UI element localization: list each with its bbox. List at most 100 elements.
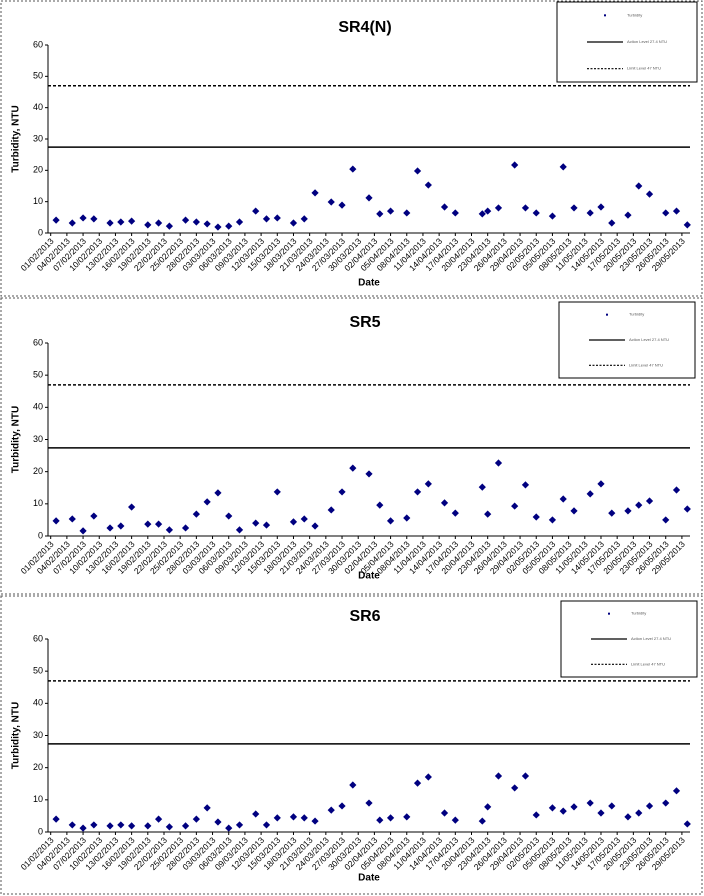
- data-point: [300, 814, 308, 822]
- x-axis-label: Date: [358, 278, 380, 289]
- data-point: [451, 816, 459, 824]
- panel-border: [0, 595, 703, 895]
- data-point: [192, 218, 200, 226]
- data-point: [403, 813, 411, 821]
- panel-border: [0, 297, 703, 595]
- data-point: [424, 773, 432, 781]
- data-point: [52, 815, 60, 823]
- data-point: [424, 480, 432, 488]
- legend-label: Action Level 27.4 NTU: [627, 39, 667, 44]
- data-point: [451, 509, 459, 517]
- y-tick-label: 10: [33, 794, 43, 804]
- y-tick-label: 50: [33, 71, 43, 81]
- data-point: [68, 219, 76, 227]
- data-point: [586, 209, 594, 217]
- data-point: [165, 526, 173, 534]
- data-point: [413, 488, 422, 496]
- data-point: [311, 817, 319, 825]
- legend-box: [560, 600, 698, 678]
- data-point: [645, 802, 654, 810]
- data-point: [79, 527, 87, 535]
- data-point: [451, 209, 459, 217]
- data-point: [327, 806, 335, 814]
- data-point: [570, 803, 578, 811]
- data-point: [424, 181, 432, 189]
- data-point: [311, 522, 319, 530]
- data-point: [68, 515, 76, 523]
- data-point: [262, 521, 271, 529]
- legend-label: Turbidity: [631, 611, 646, 616]
- y-tick-label: 40: [33, 402, 43, 412]
- data-point: [413, 779, 422, 787]
- data-point: [532, 513, 540, 521]
- data-point: [154, 520, 163, 528]
- data-point: [683, 505, 691, 513]
- data-point: [494, 204, 503, 212]
- data-point: [645, 497, 654, 505]
- data-point: [79, 824, 87, 832]
- data-point: [225, 824, 233, 832]
- data-point: [90, 512, 98, 520]
- data-point: [403, 514, 411, 522]
- data-point: [203, 498, 211, 506]
- data-point: [181, 524, 190, 532]
- data-point: [440, 499, 449, 507]
- data-point: [672, 787, 681, 795]
- data-point: [484, 207, 492, 215]
- y-tick-label: 20: [33, 466, 43, 476]
- legend-label: Limit Level 47 NTU: [629, 362, 663, 367]
- data-point: [289, 813, 298, 821]
- data-point: [597, 480, 605, 488]
- y-axis-label: Turbidity, NTU: [11, 105, 22, 172]
- data-point: [559, 163, 567, 171]
- y-tick-label: 50: [33, 370, 43, 380]
- data-point: [365, 194, 373, 202]
- data-point: [235, 821, 244, 829]
- data-point: [548, 804, 557, 812]
- data-point: [624, 211, 632, 219]
- data-point: [300, 515, 308, 523]
- y-tick-label: 30: [33, 434, 43, 444]
- y-tick-label: 60: [33, 337, 43, 347]
- data-point: [154, 219, 163, 227]
- data-point: [349, 464, 357, 472]
- y-axis-label: Turbidity, NTU: [11, 406, 22, 473]
- data-point: [521, 204, 530, 212]
- data-point: [386, 517, 395, 525]
- y-tick-label: 60: [33, 39, 43, 49]
- data-point: [548, 516, 557, 524]
- data-point: [484, 803, 492, 811]
- legend-label: Limit Level 47 NTU: [627, 66, 661, 71]
- data-point: [90, 215, 98, 223]
- data-point: [225, 222, 233, 230]
- data-point: [311, 189, 319, 197]
- data-point: [203, 804, 211, 812]
- data-point: [106, 219, 114, 227]
- data-point: [144, 822, 152, 830]
- data-point: [635, 809, 643, 817]
- y-tick-label: 10: [33, 196, 43, 206]
- data-point: [521, 772, 530, 780]
- data-point: [608, 802, 616, 810]
- data-point: [273, 814, 281, 822]
- data-point: [494, 772, 503, 780]
- data-point: [128, 217, 136, 225]
- data-point: [144, 520, 152, 528]
- data-point: [117, 218, 125, 226]
- data-point: [597, 203, 605, 211]
- data-point: [597, 809, 605, 817]
- legend-marker: [604, 14, 606, 17]
- data-point: [386, 207, 395, 215]
- data-point: [273, 214, 281, 222]
- legend-label: Limit Level 47 NTU: [631, 661, 665, 666]
- data-point: [478, 483, 486, 491]
- data-point: [521, 481, 530, 489]
- data-point: [511, 502, 519, 510]
- data-point: [225, 512, 233, 520]
- y-tick-label: 0: [38, 530, 43, 540]
- data-point: [376, 816, 384, 824]
- data-point: [68, 821, 76, 829]
- data-point: [262, 215, 271, 223]
- data-point: [214, 489, 222, 497]
- data-point: [586, 799, 594, 807]
